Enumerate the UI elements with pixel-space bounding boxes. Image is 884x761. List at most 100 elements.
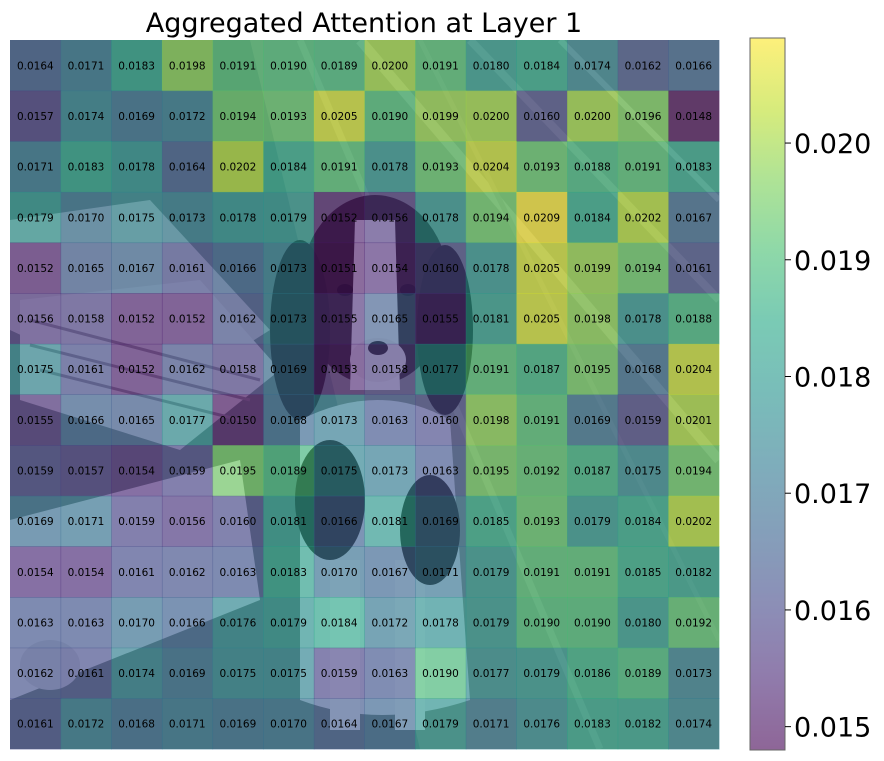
- heatmap-cell-label: 0.0184: [625, 516, 662, 528]
- heatmap-cell-label: 0.0173: [321, 415, 358, 427]
- colorbar: [750, 38, 785, 750]
- heatmap-cell-label: 0.0173: [371, 465, 408, 477]
- heatmap-cell-label: 0.0165: [371, 314, 408, 326]
- heatmap-cell-label: 0.0166: [220, 263, 257, 275]
- heatmap-cell-label: 0.0191: [321, 162, 358, 174]
- heatmap-cell-label: 0.0185: [473, 516, 510, 528]
- heatmap-cell-label: 0.0194: [675, 465, 712, 477]
- heatmap-cell-label: 0.0154: [371, 263, 408, 275]
- heatmap-cell-label: 0.0178: [118, 162, 155, 174]
- heatmap-cells: [10, 40, 720, 750]
- heatmap-cell-label: 0.0184: [523, 60, 560, 72]
- heatmap-cell-label: 0.0155: [321, 314, 358, 326]
- colorbar-tick-label: 0.018: [794, 362, 871, 393]
- heatmap-cell-label: 0.0152: [321, 212, 358, 224]
- heatmap-cell-label: 0.0159: [321, 668, 358, 680]
- heatmap-cell-label: 0.0157: [17, 111, 54, 123]
- heatmap-cell-label: 0.0183: [68, 162, 105, 174]
- heatmap-cell-label: 0.0177: [169, 415, 206, 427]
- heatmap-cell-label: 0.0162: [169, 364, 206, 376]
- heatmap-cell-label: 0.0189: [321, 60, 358, 72]
- heatmap-cell-label: 0.0175: [118, 212, 155, 224]
- heatmap-cell-label: 0.0177: [422, 364, 459, 376]
- heatmap-cell-label: 0.0199: [574, 263, 611, 275]
- heatmap-cell-label: 0.0191: [523, 415, 560, 427]
- colorbar-tick-label: 0.015: [794, 713, 871, 744]
- heatmap-cell-label: 0.0189: [270, 465, 307, 477]
- heatmap-cell-label: 0.0166: [321, 516, 358, 528]
- heatmap-cell-label: 0.0195: [574, 364, 611, 376]
- heatmap-cell-label: 0.0156: [17, 314, 54, 326]
- heatmap-cell-label: 0.0173: [270, 263, 307, 275]
- heatmap-cell-label: 0.0191: [523, 567, 560, 579]
- heatmap-cell-label: 0.0183: [270, 567, 307, 579]
- colorbar-tick-label: 0.020: [794, 129, 871, 160]
- heatmap-cell-label: 0.0179: [270, 617, 307, 629]
- heatmap-cell-label: 0.0158: [68, 314, 105, 326]
- heatmap-cell-label: 0.0154: [17, 567, 54, 579]
- heatmap-cell-label: 0.0182: [675, 567, 712, 579]
- heatmap-cell-label: 0.0161: [68, 668, 105, 680]
- heatmap-cell-label: 0.0174: [118, 668, 155, 680]
- colorbar-tick-label: 0.017: [794, 479, 871, 510]
- heatmap-cell-label: 0.0200: [473, 111, 510, 123]
- colorbar-tick-label: 0.016: [794, 596, 871, 627]
- heatmap-cell-label: 0.0152: [17, 263, 54, 275]
- heatmap-cell-label: 0.0155: [17, 415, 54, 427]
- heatmap-cell-label: 0.0183: [675, 162, 712, 174]
- heatmap-cell-label: 0.0181: [270, 516, 307, 528]
- heatmap-cell-label: 0.0163: [371, 668, 408, 680]
- heatmap-cell-label: 0.0193: [422, 162, 459, 174]
- heatmap-cell-label: 0.0167: [371, 567, 408, 579]
- heatmap-cell-label: 0.0195: [473, 465, 510, 477]
- heatmap-cell-label: 0.0199: [422, 111, 459, 123]
- heatmap-cell-label: 0.0161: [17, 719, 54, 731]
- heatmap-cell-label: 0.0165: [118, 415, 155, 427]
- heatmap-cell-label: 0.0178: [422, 617, 459, 629]
- heatmap-cell-label: 0.0194: [473, 212, 510, 224]
- heatmap-cell-label: 0.0205: [321, 111, 358, 123]
- heatmap-cell-label: 0.0164: [169, 162, 206, 174]
- heatmap-cell-label: 0.0181: [473, 314, 510, 326]
- heatmap-cell-label: 0.0191: [473, 364, 510, 376]
- heatmap-cell-label: 0.0167: [675, 212, 712, 224]
- chart-title: Aggregated Attention at Layer 1: [146, 8, 582, 39]
- heatmap-cell-label: 0.0163: [17, 617, 54, 629]
- heatmap-cell-label: 0.0160: [523, 111, 560, 123]
- heatmap-cell-label: 0.0179: [270, 212, 307, 224]
- heatmap-cell-label: 0.0155: [422, 314, 459, 326]
- heatmap-cell-label: 0.0195: [220, 465, 257, 477]
- heatmap-cell-label: 0.0167: [118, 263, 155, 275]
- heatmap-cell-label: 0.0182: [625, 719, 662, 731]
- heatmap-cell-label: 0.0161: [68, 364, 105, 376]
- heatmap-cell-label: 0.0188: [574, 162, 611, 174]
- heatmap-cell-label: 0.0181: [371, 516, 408, 528]
- heatmap-cell-label: 0.0168: [270, 415, 307, 427]
- heatmap-cell-label: 0.0192: [675, 617, 712, 629]
- heatmap-cell-label: 0.0174: [68, 111, 105, 123]
- heatmap-cell-label: 0.0174: [574, 60, 611, 72]
- colorbar-tick-label: 0.019: [794, 246, 871, 277]
- heatmap-cell-label: 0.0171: [422, 567, 459, 579]
- heatmap-cell-label: 0.0200: [574, 111, 611, 123]
- heatmap-cell-label: 0.0187: [523, 364, 560, 376]
- heatmap-cell-label: 0.0160: [422, 415, 459, 427]
- heatmap-cell-label: 0.0179: [523, 668, 560, 680]
- heatmap-cell-label: 0.0193: [523, 162, 560, 174]
- heatmap-cell-label: 0.0202: [220, 162, 257, 174]
- heatmap-cell-label: 0.0186: [574, 668, 611, 680]
- heatmap-cell-label: 0.0168: [625, 364, 662, 376]
- heatmap-cell-label: 0.0171: [17, 162, 54, 174]
- heatmap-cell-label: 0.0184: [270, 162, 307, 174]
- heatmap-cell-label: 0.0171: [473, 719, 510, 731]
- heatmap-cell-label: 0.0183: [118, 60, 155, 72]
- heatmap-cell-label: 0.0157: [68, 465, 105, 477]
- heatmap-cell-label: 0.0209: [523, 212, 560, 224]
- heatmap-cell-label: 0.0172: [371, 617, 408, 629]
- heatmap-cell-label: 0.0178: [220, 212, 257, 224]
- heatmap-cell-label: 0.0173: [675, 668, 712, 680]
- heatmap-cell-label: 0.0198: [574, 314, 611, 326]
- heatmap-cell-label: 0.0166: [169, 617, 206, 629]
- heatmap-cell-label: 0.0175: [321, 465, 358, 477]
